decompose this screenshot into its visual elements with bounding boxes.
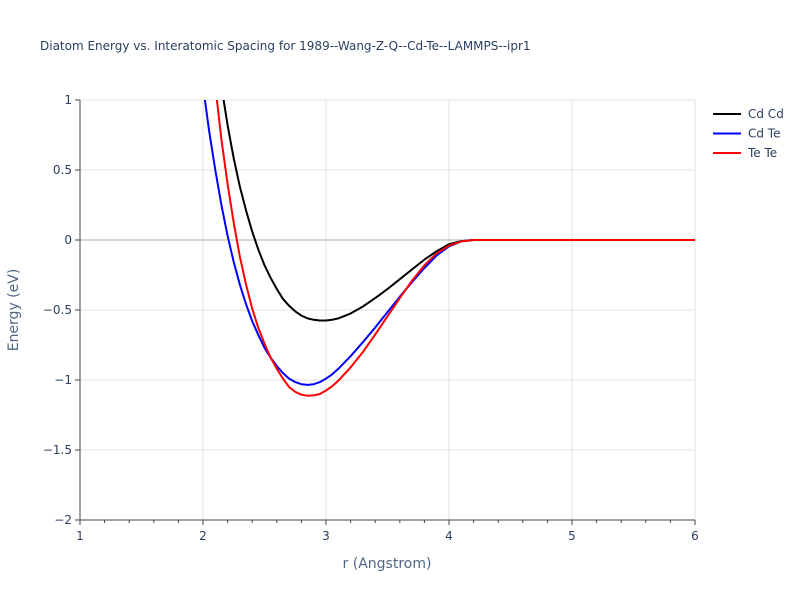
x-tick-label: 1: [76, 529, 84, 543]
legend-item-cd-te[interactable]: Cd Te: [713, 127, 780, 141]
x-axis-ticks: 1 2 3 4 5 6: [76, 529, 699, 543]
x-axis-title: r (Angstrom): [343, 556, 432, 572]
y-axis-title: Energy (eV): [6, 269, 22, 352]
grid: [80, 99, 696, 520]
x-tick-label: 4: [445, 529, 453, 543]
y-tick-label: −1.5: [43, 443, 72, 457]
y-axis-ticks: 1 0.5 0 −0.5 −1 −1.5 −2: [43, 93, 72, 527]
legend-item-te-te[interactable]: Te Te: [713, 146, 777, 160]
x-tick-label: 3: [322, 529, 330, 543]
y-tick-label: −2: [54, 513, 72, 527]
y-tick-label: −1: [54, 373, 72, 387]
legend-label: Te Te: [747, 146, 777, 160]
series-line-te-te: [215, 100, 695, 397]
y-tick-label: 0.5: [53, 163, 72, 177]
legend-item-cd-cd[interactable]: Cd Cd: [713, 107, 784, 121]
x-tick-label: 6: [691, 529, 699, 543]
chart-title: Diatom Energy vs. Interatomic Spacing fo…: [40, 39, 531, 53]
series-line-cd-cd: [222, 100, 695, 322]
plot-area: [203, 100, 695, 397]
y-tick-label: 0: [64, 233, 72, 247]
axes: [75, 99, 696, 525]
legend-label: Cd Te: [748, 127, 780, 141]
x-tick-label: 2: [199, 529, 207, 543]
legend-label: Cd Cd: [748, 107, 784, 121]
y-tick-label: −0.5: [43, 303, 72, 317]
x-tick-label: 5: [568, 529, 576, 543]
legend[interactable]: Cd Cd Cd Te Te Te: [713, 107, 784, 160]
y-tick-label: 1: [64, 93, 72, 107]
